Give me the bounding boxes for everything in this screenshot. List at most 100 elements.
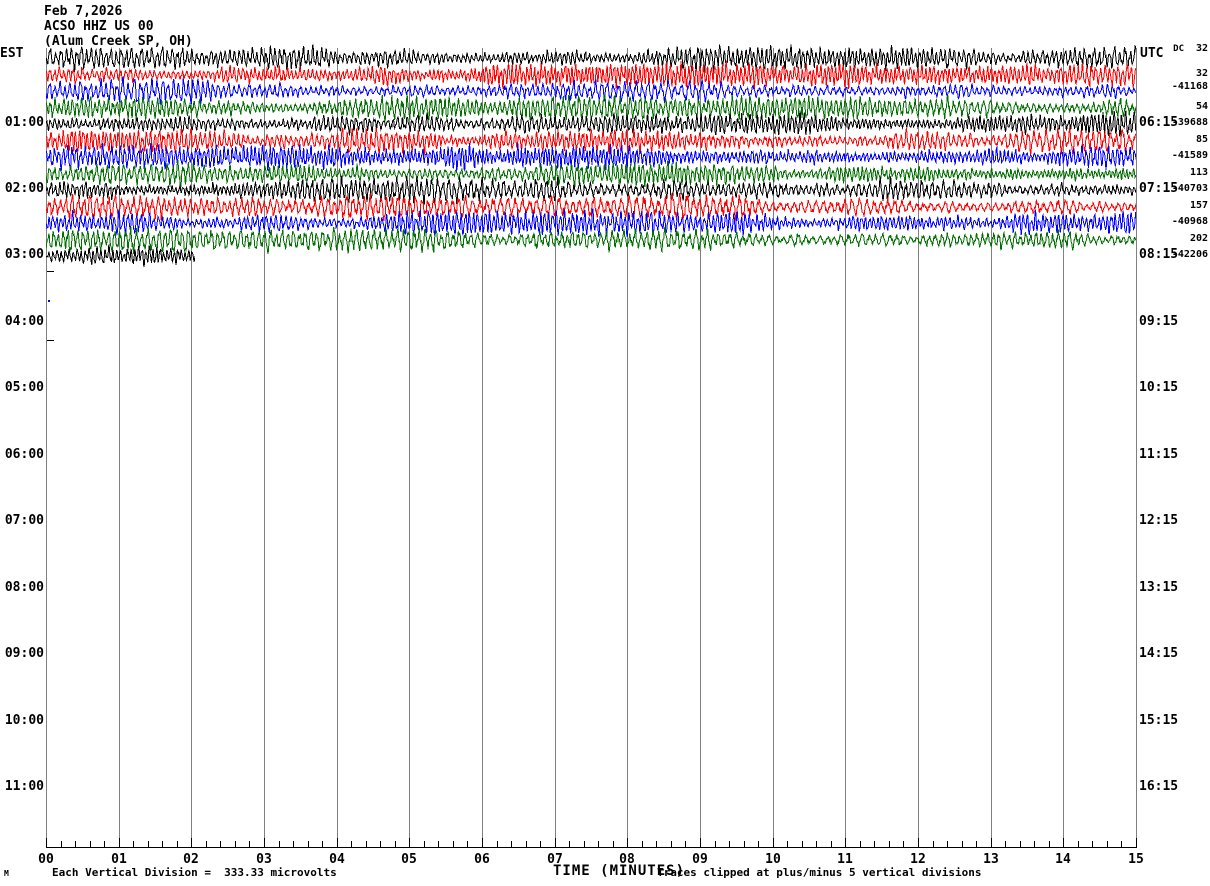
x-tick-major xyxy=(191,838,192,847)
x-tick-minor xyxy=(613,841,614,847)
utc-label-0915: 09:15 xyxy=(1139,314,1179,329)
trace-0-0000 xyxy=(46,43,1136,74)
x-tick-minor xyxy=(1034,841,1035,847)
trace-9-0215 xyxy=(46,192,1136,222)
dc-column-header: DC xyxy=(1173,44,1184,54)
x-tick-minor xyxy=(380,841,381,847)
x-axis-title: TIME (MINUTES) xyxy=(553,863,686,879)
x-tick-minor xyxy=(860,841,861,847)
x-tick-minor xyxy=(366,841,367,847)
dc-value-10: -40968 xyxy=(1171,216,1208,227)
axis-tick-mark xyxy=(47,271,54,272)
est-label-0700: 07:00 xyxy=(4,513,44,528)
header-location: (Alum Creek SP, OH) xyxy=(44,34,193,49)
x-tick-major xyxy=(337,838,338,847)
x-tick-minor xyxy=(467,841,468,847)
x-tick-minor xyxy=(293,841,294,847)
x-tick-major xyxy=(627,838,628,847)
trace-8-0200 xyxy=(46,175,1136,206)
x-tick-minor xyxy=(787,841,788,847)
x-tick-minor xyxy=(540,841,541,847)
x-tick-minor xyxy=(1020,841,1021,847)
axis-tick-mark xyxy=(47,340,54,341)
dc-value-2: -41168 xyxy=(1171,81,1208,92)
x-tick-minor xyxy=(671,841,672,847)
x-tick-minor xyxy=(162,841,163,847)
x-tick-label-06: 06 xyxy=(474,852,490,867)
trace-4-0100 xyxy=(46,110,1136,137)
x-tick-minor xyxy=(133,841,134,847)
x-tick-minor xyxy=(395,841,396,847)
x-tick-minor xyxy=(177,841,178,847)
x-tick-minor xyxy=(1107,841,1108,847)
x-tick-major xyxy=(845,838,846,847)
x-tick-minor xyxy=(497,841,498,847)
x-tick-minor xyxy=(816,841,817,847)
est-label-0600: 06:00 xyxy=(4,447,44,462)
gridline-minute-02 xyxy=(191,48,192,848)
utc-label-1215: 12:15 xyxy=(1139,513,1179,528)
x-tick-minor xyxy=(220,841,221,847)
gridline-minute-13 xyxy=(991,48,992,848)
x-tick-label-10: 10 xyxy=(765,852,781,867)
vertical-division-note: Each Vertical Division = 333.33 microvol… xyxy=(52,866,337,879)
x-tick-minor xyxy=(729,841,730,847)
x-axis-baseline xyxy=(46,847,1137,848)
x-tick-minor xyxy=(75,841,76,847)
x-tick-minor xyxy=(511,841,512,847)
x-tick-minor xyxy=(148,841,149,847)
utc-label-1115: 11:15 xyxy=(1139,447,1179,462)
dc-value-12: -42206 xyxy=(1171,249,1208,260)
utc-label-0715: 07:15 xyxy=(1139,181,1179,196)
gridline-minute-01 xyxy=(119,48,120,848)
dc-value-4: -39688 xyxy=(1171,117,1208,128)
gridline-minute-06 xyxy=(482,48,483,848)
utc-label-1615: 16:15 xyxy=(1139,779,1179,794)
est-label-0400: 04:00 xyxy=(4,314,44,329)
x-tick-minor xyxy=(1121,841,1122,847)
x-tick-minor xyxy=(758,841,759,847)
x-tick-minor xyxy=(61,841,62,847)
dc-value-3: 54 xyxy=(1195,101,1208,112)
x-tick-major xyxy=(482,838,483,847)
est-label-1000: 10:00 xyxy=(4,713,44,728)
est-label-0900: 09:00 xyxy=(4,646,44,661)
x-tick-minor xyxy=(802,841,803,847)
x-tick-minor xyxy=(831,841,832,847)
dc-value-9: 157 xyxy=(1189,200,1208,211)
x-tick-major xyxy=(991,838,992,847)
gridline-minute-07 xyxy=(555,48,556,848)
x-tick-minor xyxy=(1078,841,1079,847)
est-label-1100: 11:00 xyxy=(4,779,44,794)
x-tick-label-11: 11 xyxy=(837,852,853,867)
utc-label-1415: 14:15 xyxy=(1139,646,1179,661)
x-tick-minor xyxy=(642,841,643,847)
clipping-note: Traces clipped at plus/minus 5 vertical … xyxy=(657,866,982,879)
corner-mark: M xyxy=(4,869,9,878)
x-tick-major xyxy=(264,838,265,847)
x-tick-minor xyxy=(249,841,250,847)
x-tick-minor xyxy=(1092,841,1093,847)
chart-header: Feb 7,2026 ACSO HHZ US 00 (Alum Creek SP… xyxy=(44,4,193,49)
x-tick-minor xyxy=(453,841,454,847)
dc-value-1: 32 xyxy=(1195,68,1208,79)
x-tick-minor xyxy=(1005,841,1006,847)
axis-tick-dot xyxy=(48,300,50,302)
trace-7-0145 xyxy=(46,159,1136,188)
utc-label-0815: 08:15 xyxy=(1139,247,1179,262)
x-tick-major xyxy=(918,838,919,847)
dc-value-7: 113 xyxy=(1189,167,1208,178)
x-tick-minor xyxy=(424,841,425,847)
dc-value-8: -40703 xyxy=(1171,183,1208,194)
x-tick-major xyxy=(46,838,47,847)
gridline-minute-10 xyxy=(773,48,774,848)
x-tick-minor xyxy=(206,841,207,847)
dc-value-0: 32 xyxy=(1195,43,1208,54)
x-tick-major xyxy=(119,838,120,847)
x-tick-minor xyxy=(874,841,875,847)
gridline-minute-08 xyxy=(627,48,628,848)
x-tick-major xyxy=(1136,838,1137,847)
x-tick-label-13: 13 xyxy=(983,852,999,867)
x-tick-label-15: 15 xyxy=(1128,852,1144,867)
gridline-minute-11 xyxy=(845,48,846,848)
